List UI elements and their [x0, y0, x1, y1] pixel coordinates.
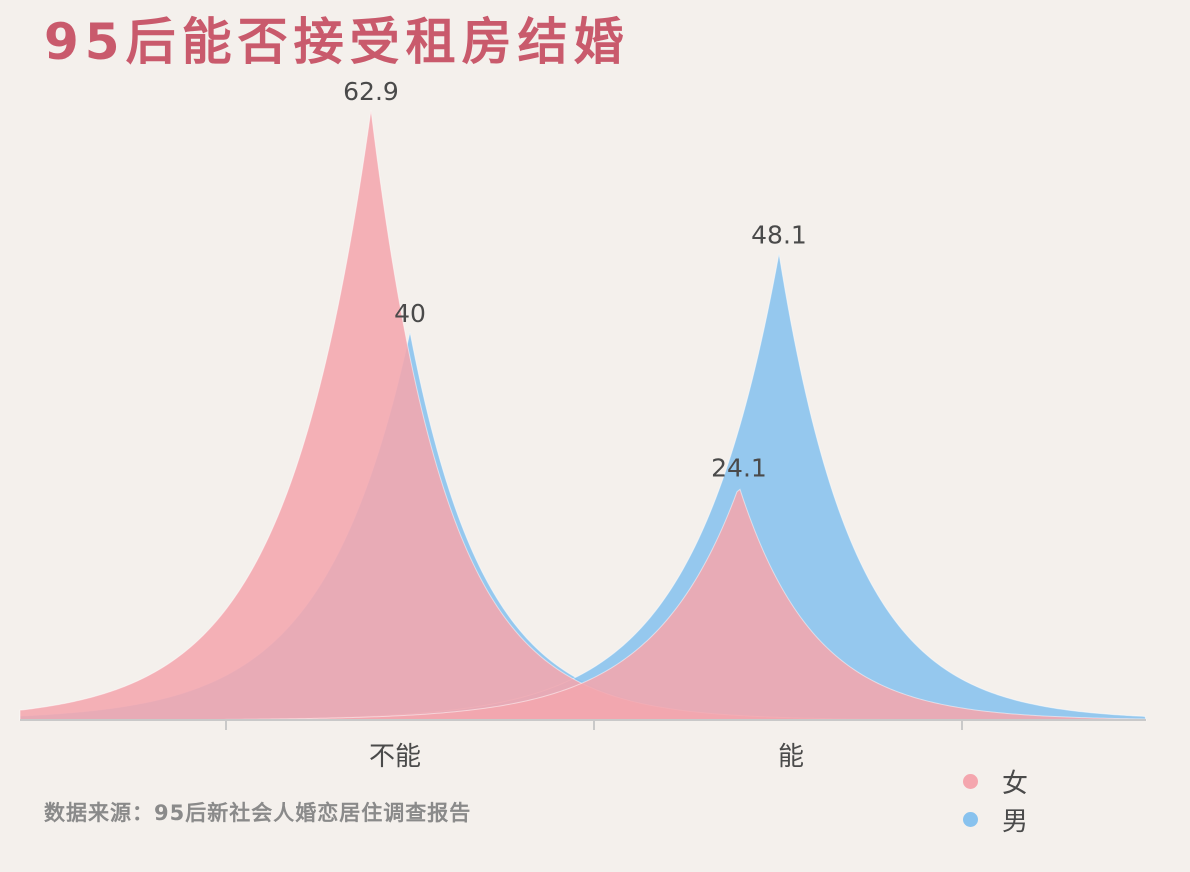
chart-title: 95后能否接受租房结婚 [44, 13, 630, 71]
data-labels: 40 48.1 62.9 24.1 [343, 77, 807, 482]
data-label-female-1: 24.1 [711, 453, 767, 482]
data-source-note: 数据来源：95后新社会人婚恋居住调查报告 [44, 801, 472, 825]
legend-label-female: 女 [1002, 768, 1029, 799]
legend-item-male[interactable]: 男 [963, 800, 1028, 838]
legend-item-female[interactable]: 女 [963, 762, 1028, 800]
legend: 女 男 [963, 762, 1028, 838]
x-axis-label-0: 不能 [369, 742, 421, 772]
legend-marker-male [963, 811, 978, 827]
x-axis-ticks [225, 720, 963, 730]
legend-marker-female [963, 773, 978, 789]
data-label-male-1: 48.1 [751, 221, 807, 250]
legend-label-male: 男 [1002, 806, 1029, 837]
area-female-0[interactable] [19, 109, 1147, 721]
data-label-male-0: 40 [394, 299, 426, 328]
series-areas [19, 109, 1148, 721]
data-label-female-0: 62.9 [343, 77, 399, 106]
x-axis-labels: 不能 能 [369, 742, 804, 772]
x-axis-label-1: 能 [778, 742, 804, 772]
